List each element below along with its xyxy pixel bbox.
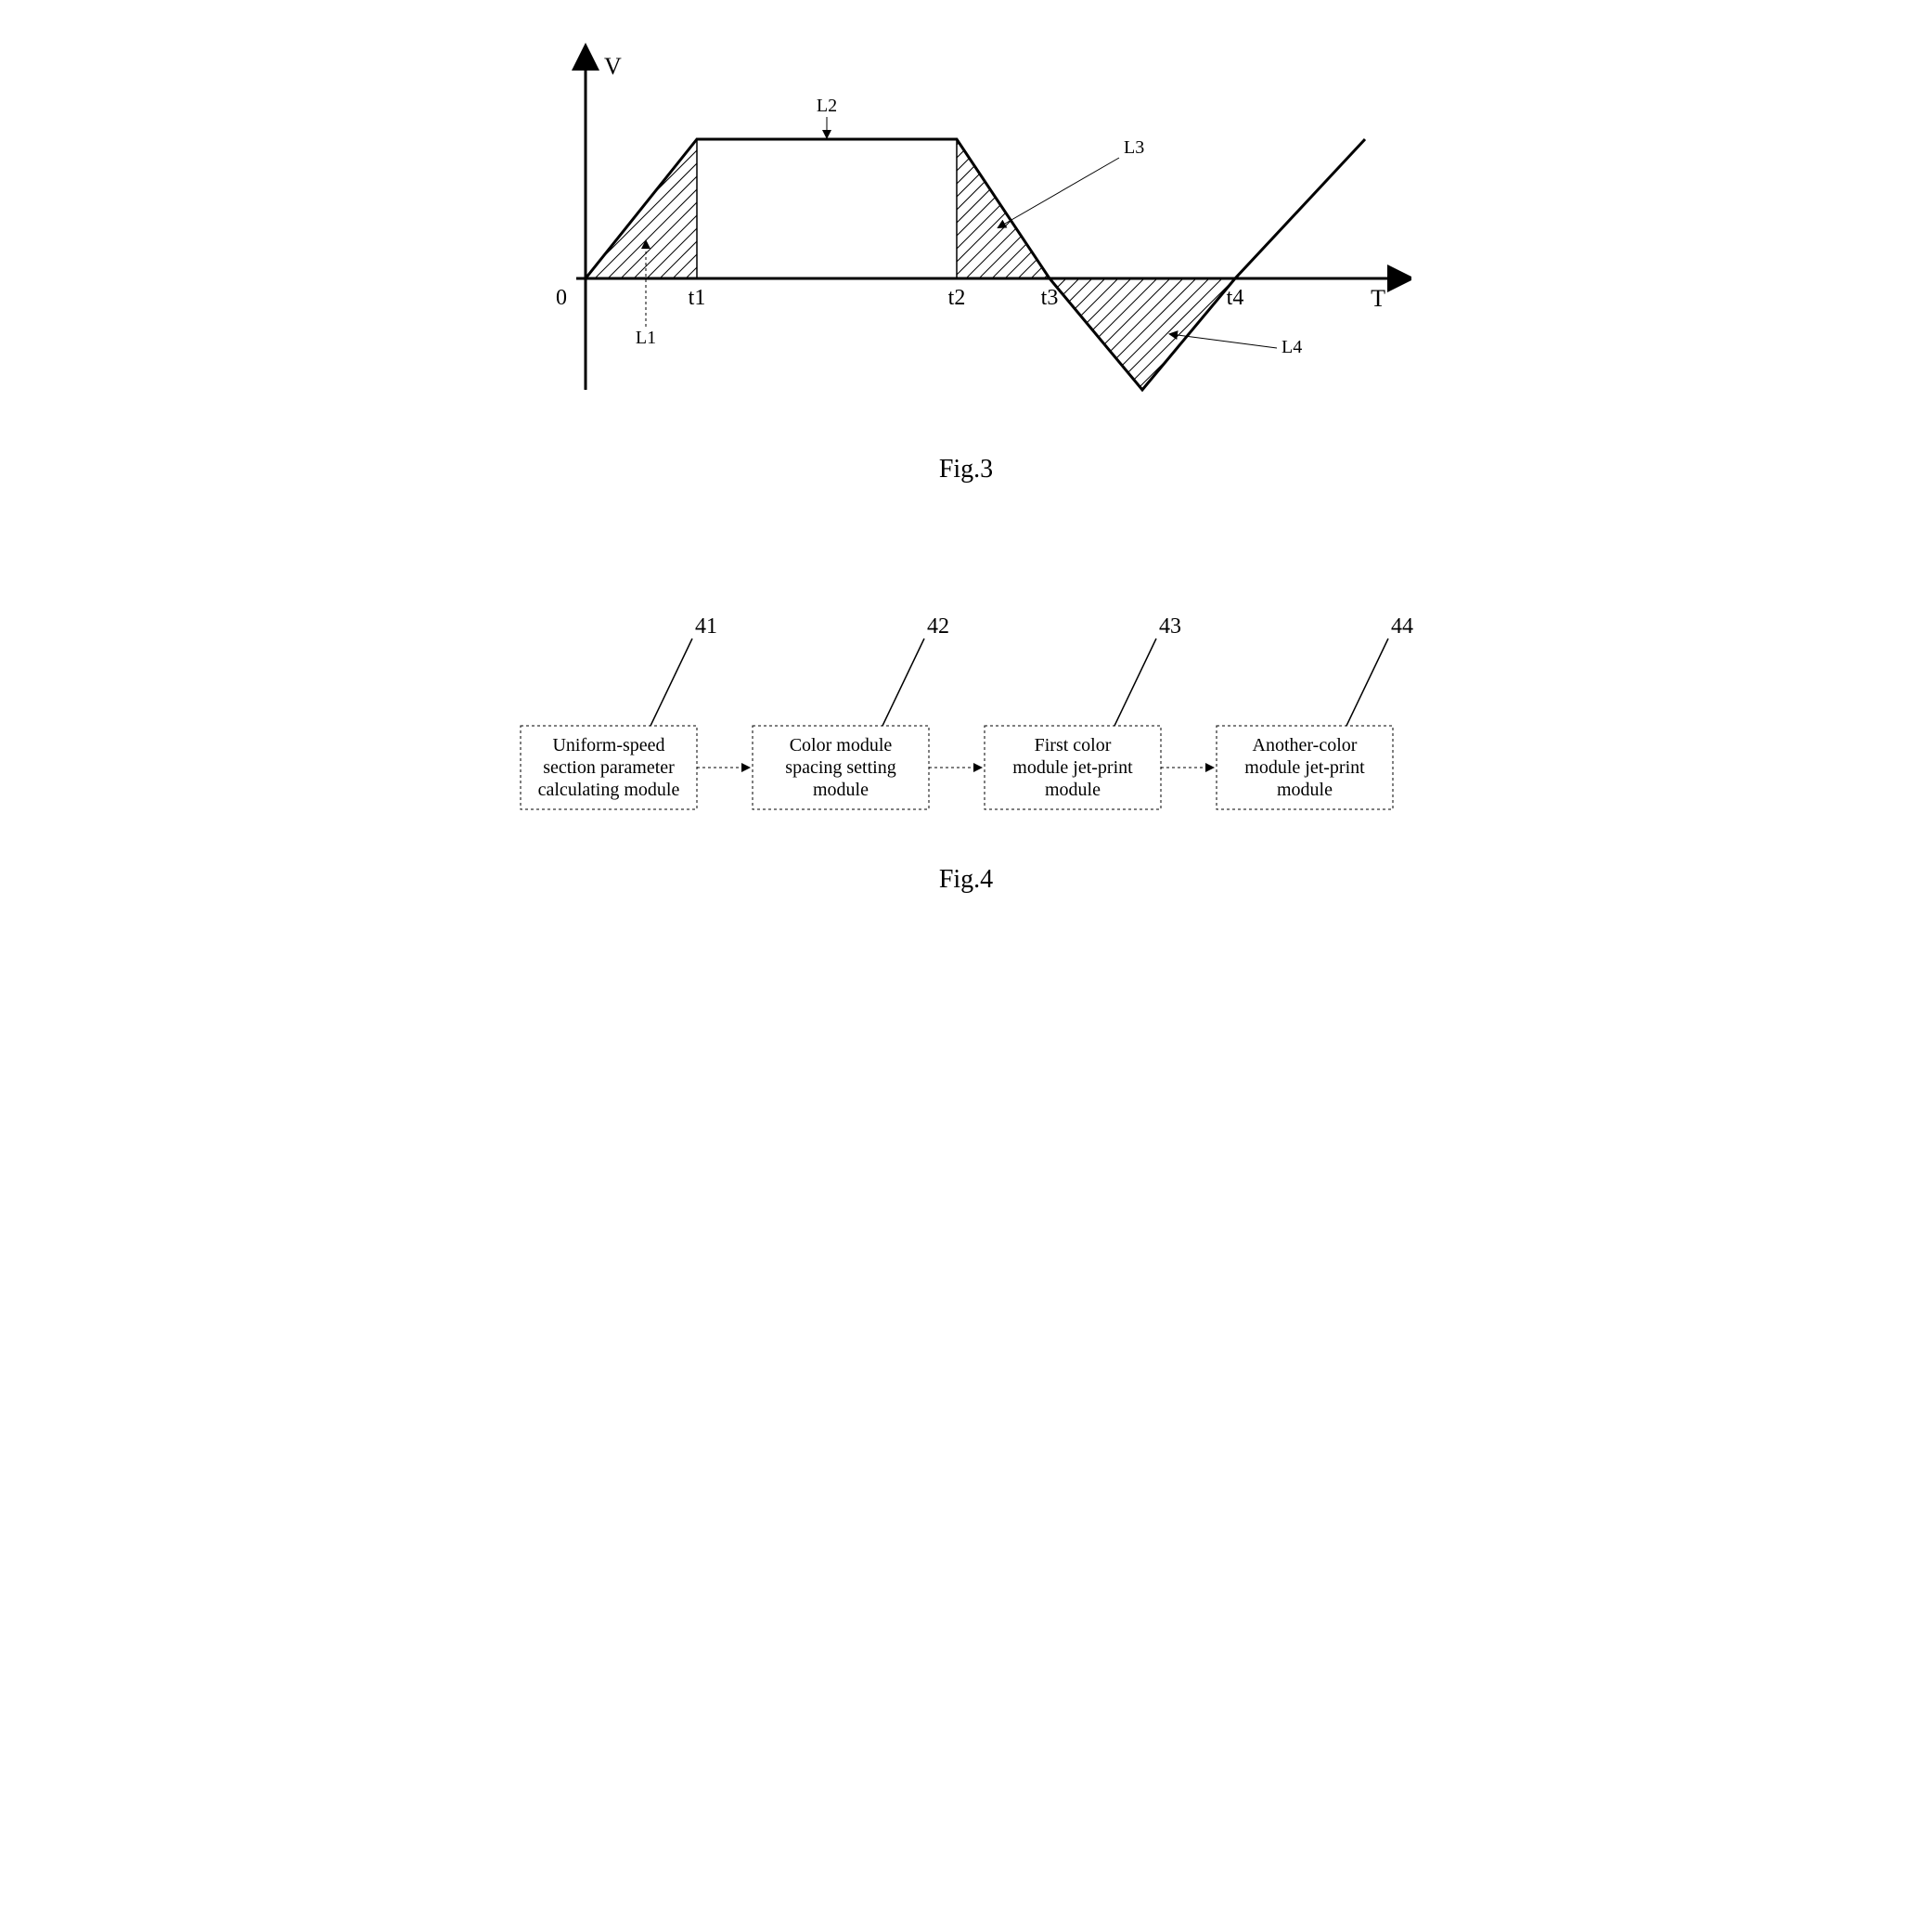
waveform-line — [586, 139, 1365, 390]
flow-box-label: spacing setting — [785, 757, 895, 778]
segment-label-L1: L1 — [636, 328, 656, 348]
flow-ref-label: 41 — [695, 614, 717, 639]
pointer-L3 — [998, 158, 1119, 227]
flow-ref-line — [882, 639, 924, 726]
flow-box-label: module jet-print — [1244, 757, 1365, 778]
fig4-caption: Fig.4 — [502, 865, 1430, 895]
segment-label-L3: L3 — [1124, 137, 1144, 158]
tick-label: t3 — [1041, 286, 1059, 310]
flow-box-label: First color — [1035, 735, 1112, 755]
y-axis-label: V — [604, 53, 622, 80]
flow-box-label: module — [1277, 780, 1333, 800]
flow-box-label: section parameter — [543, 757, 675, 778]
flow-ref-line — [650, 639, 692, 726]
flow-box-label: calculating module — [538, 780, 680, 800]
flow-box-label: Another-color — [1253, 735, 1358, 755]
origin-label: 0 — [556, 286, 567, 310]
segment-label-L4: L4 — [1282, 337, 1302, 357]
x-axis-label: T — [1371, 285, 1385, 312]
tick-label: t1 — [689, 286, 706, 310]
figure-3: V T 0 t1 t2 t3 t4 L2 L1 L3 L4 Fig.3 — [502, 37, 1430, 484]
flow-ref-line — [1114, 639, 1156, 726]
fig4-svg: Uniform-speedsection parametercalculatin… — [502, 596, 1430, 837]
fig3-caption: Fig.3 — [502, 455, 1430, 484]
tick-label: t2 — [948, 286, 966, 310]
fig3-svg: V T 0 t1 t2 t3 t4 L2 L1 L3 L4 — [521, 37, 1411, 427]
figure-4: Uniform-speedsection parametercalculatin… — [502, 596, 1430, 895]
flow-box-label: module jet-print — [1012, 757, 1133, 778]
flow-ref-label: 42 — [927, 614, 949, 639]
segment-label-L2: L2 — [817, 96, 837, 116]
flow-box-label: module — [813, 780, 869, 800]
flow-ref-label: 44 — [1391, 614, 1413, 639]
tick-label: t4 — [1227, 286, 1244, 310]
flow-box-label: module — [1045, 780, 1101, 800]
hatch-region — [521, 93, 1157, 325]
hatch-region — [818, 232, 1411, 427]
pointer-L4 — [1170, 334, 1277, 348]
flow-box-label: Uniform-speed — [552, 735, 664, 755]
flow-ref-line — [1346, 639, 1388, 726]
flow-box-label: Color module — [790, 735, 893, 755]
flow-ref-label: 43 — [1159, 614, 1181, 639]
